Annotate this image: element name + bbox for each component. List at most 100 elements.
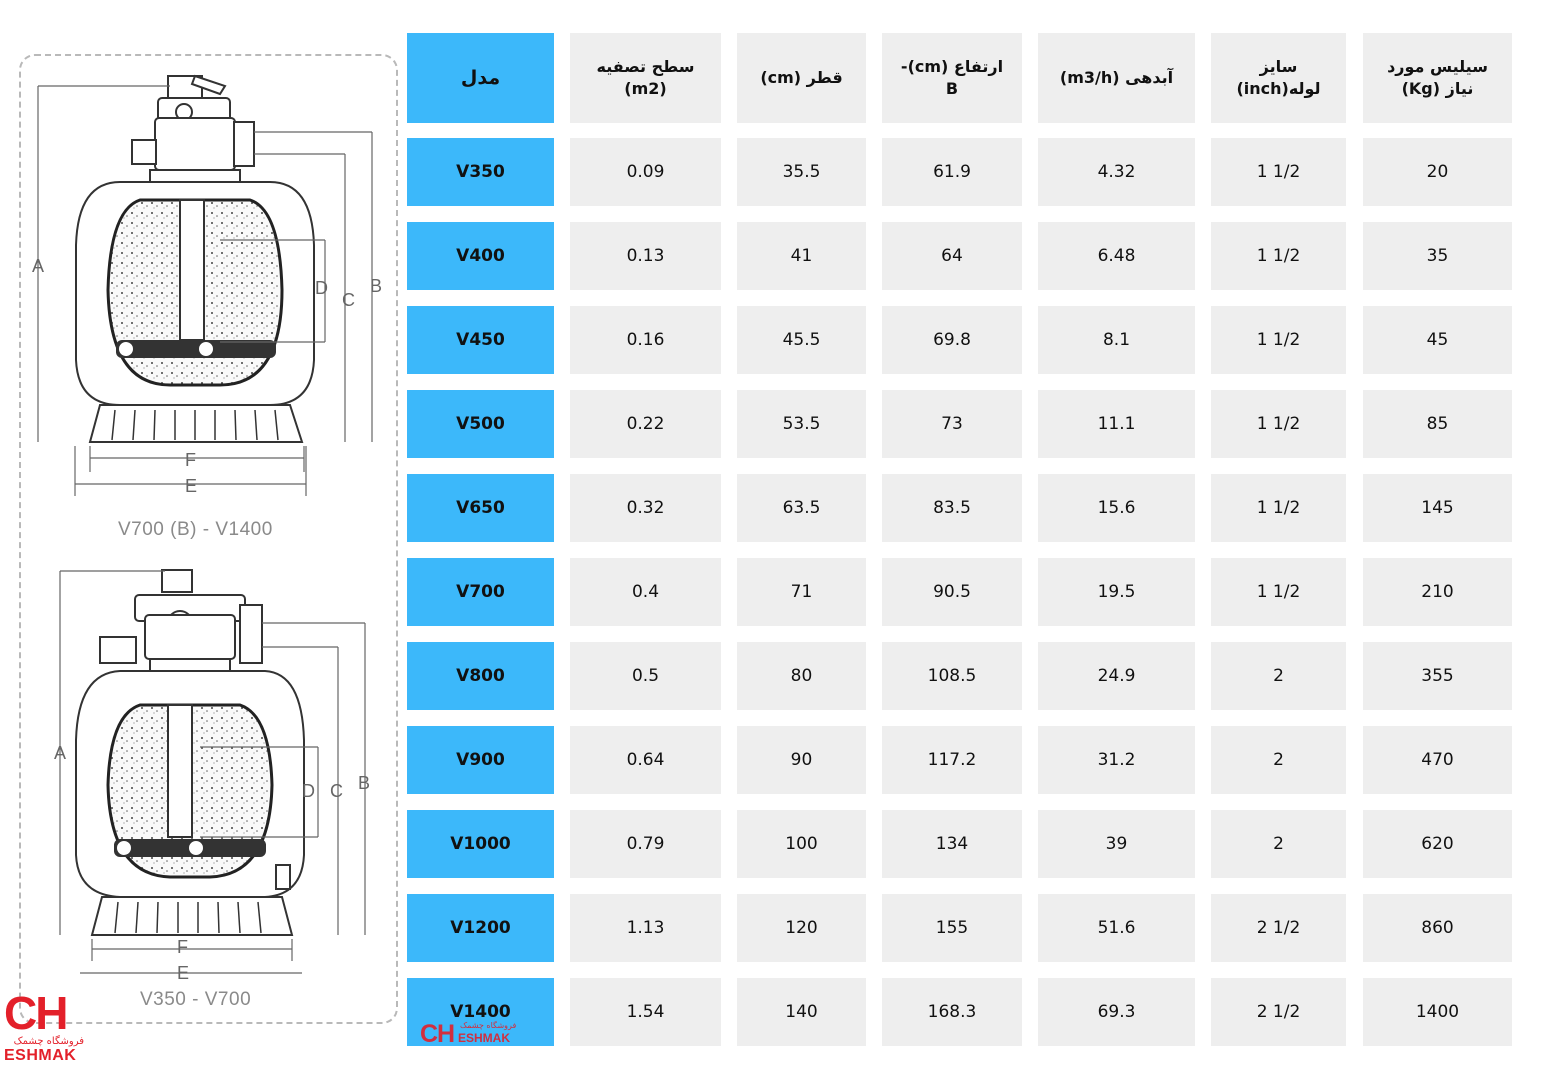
- watermark-persian: فروشگاه چشمک: [460, 1021, 517, 1030]
- header-filter-area: سطح تصفیه (m2): [570, 33, 721, 123]
- cell-silica: 20: [1363, 138, 1512, 206]
- cell-flow: 4.32: [1038, 138, 1195, 206]
- cell-area: 0.64: [570, 726, 721, 794]
- label-a-bottom: A: [54, 743, 66, 763]
- header-height-line1: ارتفاع (cm)-: [900, 57, 1004, 76]
- logo-mark: CH: [4, 987, 68, 1039]
- header-diameter: قطر (cm): [737, 33, 866, 123]
- cell-flow: 31.2: [1038, 726, 1195, 794]
- cell-area: 0.22: [570, 390, 721, 458]
- caption-bottom: V350 - V700: [140, 989, 252, 1010]
- cell-pipe: 1 1/2: [1211, 222, 1346, 290]
- cell-model: V900: [407, 726, 554, 794]
- cell-diameter: 100: [737, 810, 866, 878]
- header-model: مدل: [407, 33, 554, 123]
- cell-silica: 355: [1363, 642, 1512, 710]
- cell-flow: 24.9: [1038, 642, 1195, 710]
- label-d-bottom: D: [302, 781, 315, 801]
- cell-model: V450: [407, 306, 554, 374]
- cell-model: V1200: [407, 894, 554, 962]
- filter-diagram-bottom: A D C B F E: [54, 569, 370, 983]
- header-pipe-size: سایز لوله(inch): [1211, 33, 1346, 123]
- cell-pipe: 2: [1211, 726, 1346, 794]
- cell-diameter: 90: [737, 726, 866, 794]
- cell-flow: 15.6: [1038, 474, 1195, 542]
- label-e-bottom: E: [177, 963, 189, 983]
- cell-diameter: 63.5: [737, 474, 866, 542]
- cell-flow: 19.5: [1038, 558, 1195, 626]
- label-d: D: [315, 278, 328, 298]
- watermark-latin: ESHMAK: [458, 1031, 511, 1045]
- cell-model: V1000: [407, 810, 554, 878]
- cell-pipe: 1 1/2: [1211, 474, 1346, 542]
- cell-pipe: 1 1/2: [1211, 390, 1346, 458]
- label-b: B: [370, 276, 382, 296]
- cell-height: 73: [882, 390, 1022, 458]
- cell-height: 83.5: [882, 474, 1022, 542]
- cell-area: 0.4: [570, 558, 721, 626]
- cell-silica: 145: [1363, 474, 1512, 542]
- header-pipe-line2: لوله(inch): [1236, 79, 1321, 98]
- cell-area: 0.13: [570, 222, 721, 290]
- cell-silica: 860: [1363, 894, 1512, 962]
- cell-area: 0.79: [570, 810, 721, 878]
- cell-height: 168.3: [882, 978, 1022, 1046]
- cell-model: V1400: [407, 978, 554, 1046]
- cell-pipe: 2 1/2: [1211, 894, 1346, 962]
- label-c-bottom: C: [330, 781, 343, 801]
- label-f: F: [185, 450, 196, 470]
- cell-diameter: 120: [737, 894, 866, 962]
- label-e: E: [185, 476, 197, 496]
- cell-area: 1.54: [570, 978, 721, 1046]
- cell-pipe: 1 1/2: [1211, 558, 1346, 626]
- header-filter-area-line2: (m2): [624, 79, 667, 98]
- cell-diameter: 71: [737, 558, 866, 626]
- cell-diameter: 35.5: [737, 138, 866, 206]
- brand-watermark: CH فروشگاه چشمک ESHMAK: [420, 1020, 518, 1048]
- cell-silica: 85: [1363, 390, 1512, 458]
- cell-diameter: 41: [737, 222, 866, 290]
- cell-model: V700: [407, 558, 554, 626]
- header-flow: آبدهی (m3/h): [1038, 33, 1195, 123]
- cell-flow: 11.1: [1038, 390, 1195, 458]
- cell-pipe: 2: [1211, 642, 1346, 710]
- diagram-panel: [19, 54, 398, 1024]
- label-c: C: [342, 290, 355, 310]
- cell-height: 134: [882, 810, 1022, 878]
- cell-flow: 6.48: [1038, 222, 1195, 290]
- cell-area: 0.16: [570, 306, 721, 374]
- cell-flow: 69.3: [1038, 978, 1195, 1046]
- header-pipe-line1: سایز: [1259, 57, 1298, 76]
- cell-pipe: 1 1/2: [1211, 138, 1346, 206]
- header-height: ارتفاع (cm)- B: [882, 33, 1022, 123]
- cell-height: 155: [882, 894, 1022, 962]
- filter-diagram-top: A D C B F E: [32, 74, 382, 496]
- header-height-line2: B: [945, 79, 959, 98]
- header-silica-line2: نیاز (Kg): [1401, 79, 1474, 98]
- logo-persian: فروشگاه چشمک: [13, 1036, 84, 1047]
- label-f-bottom: F: [177, 937, 188, 957]
- cell-silica: 45: [1363, 306, 1512, 374]
- cell-silica: 1400: [1363, 978, 1512, 1046]
- cell-silica: 620: [1363, 810, 1512, 878]
- cell-pipe: 2: [1211, 810, 1346, 878]
- cell-height: 69.8: [882, 306, 1022, 374]
- watermark-mark: CH: [420, 1020, 455, 1048]
- logo-latin: ESHMAK: [4, 1047, 77, 1064]
- header-silica-line1: سیلیس مورد: [1387, 57, 1488, 76]
- cell-flow: 51.6: [1038, 894, 1195, 962]
- cell-silica: 210: [1363, 558, 1512, 626]
- cell-area: 0.09: [570, 138, 721, 206]
- cell-diameter: 140: [737, 978, 866, 1046]
- cell-area: 0.5: [570, 642, 721, 710]
- cell-diameter: 45.5: [737, 306, 866, 374]
- label-a: A: [32, 256, 44, 276]
- cell-height: 64: [882, 222, 1022, 290]
- cell-pipe: 2 1/2: [1211, 978, 1346, 1046]
- brand-logo: CH فروشگاه چشمک ESHMAK: [4, 990, 86, 1064]
- cell-height: 61.9: [882, 138, 1022, 206]
- cell-height: 90.5: [882, 558, 1022, 626]
- label-b-bottom: B: [358, 773, 370, 793]
- cell-silica: 35: [1363, 222, 1512, 290]
- caption-top: V700 (B) - V1400: [118, 519, 273, 540]
